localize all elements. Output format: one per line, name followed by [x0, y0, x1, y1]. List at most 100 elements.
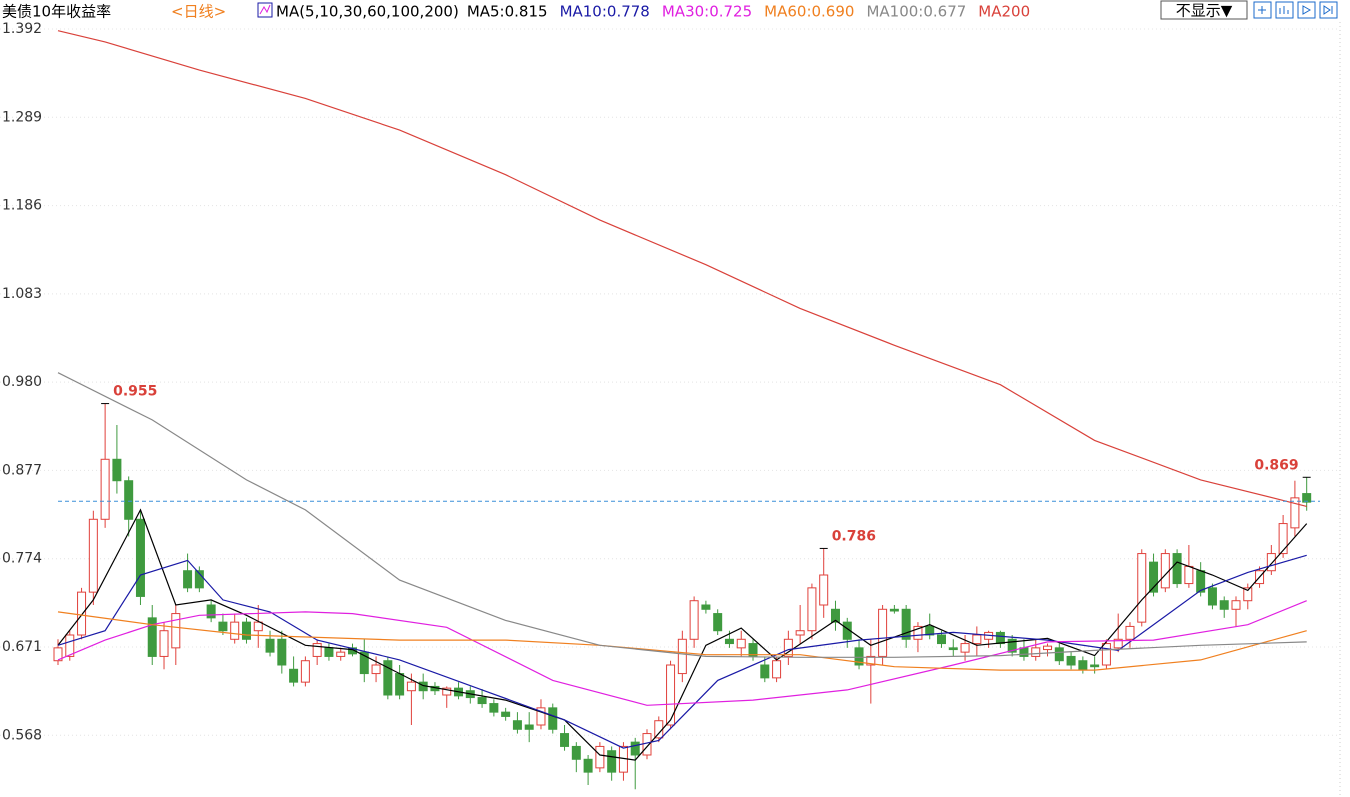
candle-body — [524, 724, 534, 730]
candle-body — [630, 741, 640, 756]
indicator: MA(5,10,30,60,100,200) — [276, 3, 459, 21]
toggle[interactable]: 不显示▼ — [1176, 2, 1233, 20]
candle-body — [112, 458, 122, 482]
candle-body — [571, 745, 581, 760]
icon-glyphs — [1258, 5, 1333, 15]
high-label: 0.786 — [832, 528, 876, 544]
candle-body — [701, 604, 711, 610]
candle-body — [1184, 565, 1194, 585]
candle-body — [1125, 625, 1135, 640]
candle-body — [289, 668, 299, 683]
candle-body — [348, 647, 357, 655]
candle-body — [595, 745, 605, 769]
candle-body — [607, 750, 617, 773]
candle-body — [477, 697, 487, 705]
candle-body — [159, 630, 169, 657]
candle-body — [866, 655, 876, 666]
candle-body — [1278, 523, 1288, 555]
candle-body — [1090, 664, 1100, 668]
candle-body — [1101, 643, 1111, 666]
ma-line — [57, 554, 1307, 749]
candle-body — [830, 608, 840, 623]
candle-body — [937, 634, 946, 645]
y-tick-label: 1.186 — [2, 198, 42, 214]
ma-line — [57, 600, 1307, 706]
y-tick-label: 1.289 — [2, 109, 42, 125]
candle-body — [1231, 600, 1241, 610]
candle-body — [583, 758, 593, 773]
candle-body — [1137, 553, 1147, 623]
ma-line — [57, 508, 1308, 761]
candle-body — [972, 634, 982, 645]
ma-line — [57, 30, 1307, 507]
candle-body — [1219, 600, 1229, 610]
candle-body — [1266, 553, 1276, 572]
candle-body — [724, 638, 734, 645]
legend-entry: MA10:0.778 — [560, 3, 650, 21]
candle-body — [53, 647, 63, 662]
y-tick-label: 1.392 — [2, 21, 42, 37]
period[interactable]: <日线> — [171, 3, 226, 21]
candle-body — [854, 647, 864, 666]
candle-body — [807, 587, 817, 632]
candle-body — [1160, 553, 1170, 589]
candle-body — [560, 733, 570, 747]
candle-body — [1031, 647, 1041, 657]
candle-body — [666, 664, 676, 726]
y-tick-label: 0.980 — [2, 374, 42, 390]
legend-entry: MA60:0.690 — [764, 3, 854, 21]
candle-body — [395, 673, 405, 696]
candle-body — [960, 643, 970, 653]
icon-play[interactable] — [1297, 1, 1316, 19]
candle-body — [1054, 647, 1064, 662]
candle-body — [371, 664, 381, 675]
candle-body — [300, 660, 310, 683]
y-tick-label: 0.774 — [2, 551, 42, 567]
candle-body — [536, 707, 546, 726]
high-label: 0.955 — [113, 384, 157, 400]
candle-body — [736, 638, 746, 649]
candle-body — [183, 570, 193, 589]
candle-body — [1290, 497, 1300, 529]
y-tick-label: 0.671 — [2, 639, 42, 655]
candle-body — [783, 638, 793, 657]
ma-line — [57, 372, 1307, 658]
legend-entry: MA30:0.725 — [662, 3, 752, 21]
candle-body — [1243, 587, 1253, 602]
candle-body — [948, 647, 958, 651]
candle-body — [772, 660, 782, 679]
candle-body — [100, 458, 110, 520]
candle-body — [230, 621, 240, 640]
candle-body — [995, 631, 1005, 645]
indicator-icon-line — [259, 4, 271, 15]
candle-body — [383, 660, 393, 696]
candle-body — [489, 703, 499, 713]
candle-body — [265, 638, 275, 653]
legend-entry: MA200 — [978, 3, 1030, 21]
candle-body — [406, 681, 416, 692]
legend-entry: MA100:0.677 — [866, 3, 966, 21]
candle-body — [194, 570, 204, 589]
candle-body — [1207, 587, 1217, 606]
candle-body — [1066, 655, 1076, 666]
ma-line — [57, 611, 1307, 671]
candle-body — [206, 604, 216, 619]
y-tick-label: 1.083 — [2, 286, 42, 302]
indicator-icon[interactable] — [257, 2, 273, 18]
toggle-box[interactable] — [1160, 0, 1248, 20]
candle-body — [713, 613, 723, 632]
candle-body — [253, 621, 263, 632]
candle-body — [501, 711, 511, 717]
candle-body — [677, 638, 687, 675]
candle-body — [1172, 553, 1182, 585]
candle-body — [1043, 645, 1053, 651]
chart-title: 美债10年收益率 — [2, 3, 111, 21]
icon-next[interactable] — [1319, 1, 1338, 19]
candle-body — [324, 647, 334, 657]
candle-body — [842, 621, 852, 640]
legend-entry: MA5:0.815 — [467, 3, 548, 21]
candle-body — [312, 643, 322, 657]
y-tick-label: 0.568 — [2, 727, 42, 743]
